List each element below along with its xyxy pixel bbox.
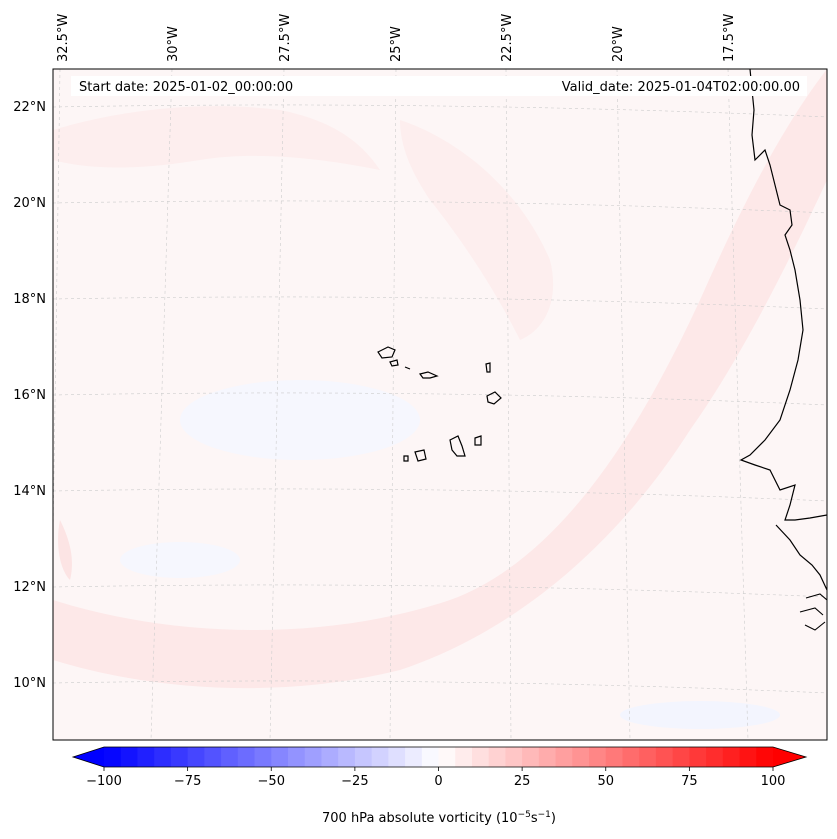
island-santa-luzia [404,366,411,370]
lon-label: 27.5°W [278,14,293,62]
colorbar-cell [605,747,623,767]
colorbar-tick-label: 25 [514,774,531,789]
colorbar-cell [137,747,155,767]
lat-label: 16°N [13,388,46,403]
island-maio [474,435,482,446]
lon-label: 30°W [166,26,181,62]
header-box [71,76,807,96]
island-boa-vista [486,391,502,405]
colorbar-cell [371,747,389,767]
colorbar-tick-label: −100 [86,774,122,789]
colorbar-cell [706,747,724,767]
negative-vorticity-patch [620,701,780,729]
colorbar-ticks: −100 −75 −50 −25 0 25 50 75 100 [86,767,785,789]
colorbar-cell [120,747,138,767]
colorbar-low-extend [73,747,104,767]
negative-vorticity-patch [180,380,420,460]
colorbar-cell [572,747,590,767]
colorbar: −100 −75 −50 −25 0 25 50 75 100 700 hPa absolute… [71,746,808,826]
valid-date-label: Valid_date: 2025-01-04T02:00:00.00 [562,80,800,95]
colorbar-cell [237,747,256,767]
colorbar-cell [170,747,189,767]
colorbar-cell [756,747,774,767]
colorbar-label: 700 hPa absolute vorticity (10−5s−1) [322,810,556,826]
lat-label: 14°N [13,484,46,499]
colorbar-tick-label: −75 [174,774,201,789]
negative-vorticity-patch [120,542,240,578]
colorbar-cell [421,747,440,767]
colorbar-cell [455,747,473,767]
colorbar-cell [722,747,741,767]
colorbar-high-extend [773,747,806,767]
vorticity-field [53,69,827,740]
lat-label: 12°N [13,580,46,595]
positive-vorticity-patch [400,120,554,340]
colorbar-cell [321,747,339,767]
colorbar-tick-label: −25 [341,774,368,789]
lon-label: 22.5°W [500,14,515,62]
positive-vorticity-band [53,69,827,689]
colorbar-tick-label: 100 [761,774,786,789]
coastline-africa [739,69,827,521]
colorbar-cell [538,747,557,767]
colorbar-cell [739,747,757,767]
island-brava [403,455,409,462]
colorbar-cell [221,747,239,767]
map-frame [52,68,828,741]
colorbar-cell [522,747,540,767]
colorbar-cell [388,747,406,767]
colorbar-cell [655,747,674,767]
colorbar-cell [471,747,490,767]
island-sal [485,362,491,373]
lon-label: 25°W [389,26,404,62]
colorbar-cell [204,747,222,767]
bijagos-islands [799,593,827,631]
longitude-labels: 32.5°W 30°W 27.5°W 25°W 22.5°W 20°W 17.5… [56,14,737,62]
colorbar-cell [154,747,172,767]
lon-label: 32.5°W [56,14,71,62]
lon-label: 20°W [611,26,626,62]
island-santiago [449,435,466,457]
colorbar-cell [187,747,205,767]
colorbar-cell [304,747,322,767]
lon-label: 17.5°W [722,14,737,62]
start-date-label: Start date: 2025-01-02_00:00:00 [79,80,293,95]
colorbar-tick-label: 75 [681,774,698,789]
cape-verde-islands [377,346,502,462]
colorbar-tick-label: −50 [258,774,285,789]
coastline-guinea-bissau [775,524,827,591]
colorbar-cell [672,747,690,767]
colorbar-cell [405,747,423,767]
lat-label: 18°N [13,292,46,307]
colorbar-cell [104,747,122,767]
colorbar-cell [622,747,640,767]
colorbar-cell [589,747,607,767]
colorbar-cell [271,747,289,767]
colorbar-cell [639,747,657,767]
colorbar-cell [438,747,456,767]
colorbar-cell [287,747,306,767]
lat-label: 20°N [13,196,46,211]
lat-label: 10°N [13,676,46,691]
colorbar-cell [254,747,272,767]
island-sao-vicente [389,359,399,367]
island-sao-nicolau [418,371,439,379]
colorbar-tick-label: 0 [434,774,442,789]
island-fogo [414,449,427,462]
graticule [53,69,827,740]
colorbar-cell [555,747,573,767]
positive-vorticity-patch [58,520,72,580]
island-santo-antao [377,346,396,359]
colorbar-cell [689,747,707,767]
colorbar-cell [354,747,373,767]
colorbar-tick-label: 50 [597,774,614,789]
colorbar-cell [488,747,506,767]
lat-label: 22°N [13,100,46,115]
latitude-labels: 22°N 20°N 18°N 16°N 14°N 12°N 10°N [13,100,46,691]
colorbar-cell [338,747,356,767]
colorbar-cells [104,747,774,767]
positive-vorticity-patch [53,106,380,170]
colorbar-cell [505,747,523,767]
